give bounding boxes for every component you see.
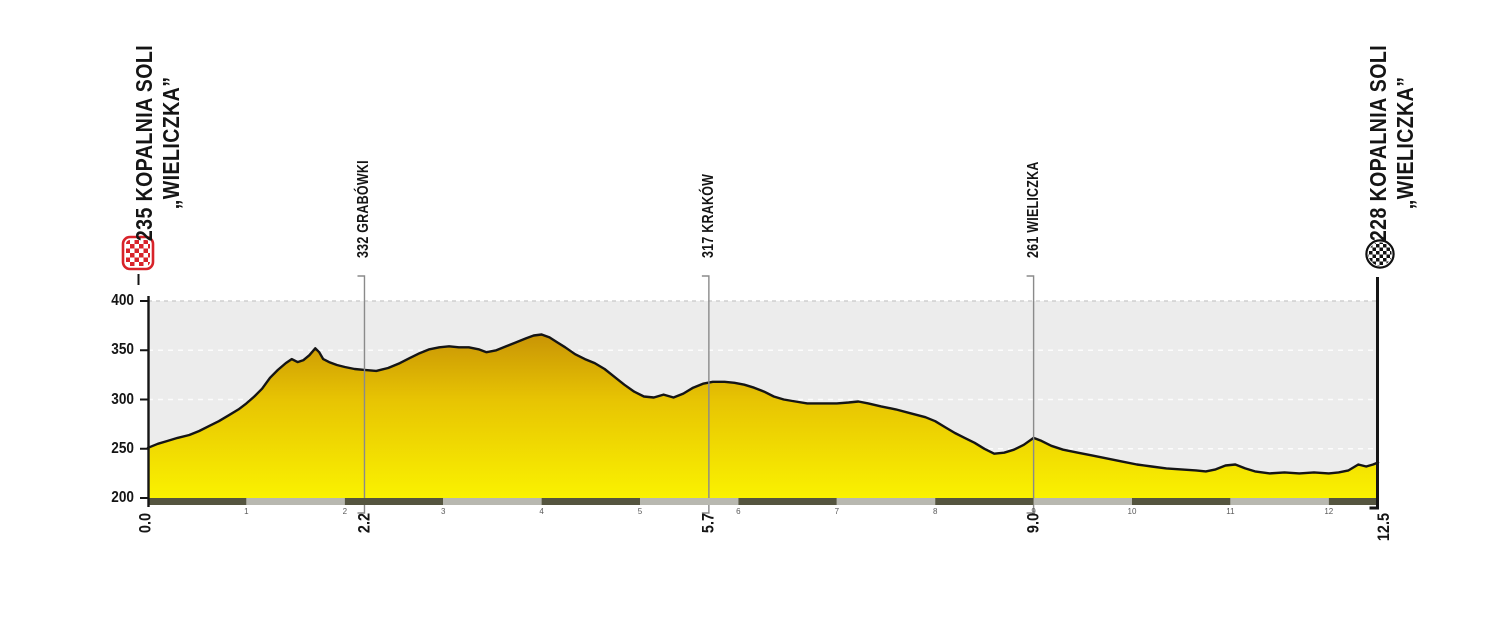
km-number-label: 12 <box>1324 507 1334 516</box>
start-label: 235 KOPALNIA SOLI „WIELICZKA” <box>131 45 185 241</box>
km-number-label: 2 <box>342 507 348 516</box>
km-bar-segment <box>541 498 640 505</box>
km-bar-segment <box>344 498 444 505</box>
km-bar-segment <box>1132 498 1231 505</box>
km-bar-segment <box>148 498 247 505</box>
km-number-label: 9 <box>1031 507 1036 516</box>
start-label-line2: „WIELICZKA” <box>158 76 184 210</box>
km-bar-segment <box>443 498 542 505</box>
start-checkered-flag-icon <box>121 235 155 271</box>
km-number-label: 8 <box>932 507 938 516</box>
km-bar-segment <box>738 498 837 505</box>
km-number-label: 3 <box>440 507 446 516</box>
km-bar-segment <box>1033 498 1132 505</box>
finish-line <box>1369 277 1379 510</box>
waypoint-label: 261 WIELICZKA <box>1024 161 1042 258</box>
finish-label-line1: 228 KOPALNIA SOLI <box>1365 44 1391 242</box>
finish-label-line2: „WIELICZKA” <box>1392 76 1418 210</box>
km-bar-segment <box>640 498 739 505</box>
km-distance-label: 5.7 <box>698 513 718 534</box>
profile-outline <box>146 333 1380 475</box>
waypoint-marker-line <box>701 275 710 514</box>
km-number-label: 1 <box>244 507 249 516</box>
km-number-label: 10 <box>1127 507 1137 516</box>
y-axis-tick-label: 400 <box>111 292 134 309</box>
waypoint-label: 317 KRAKÓW <box>699 173 717 258</box>
y-axis-tick-label: 200 <box>111 489 134 506</box>
y-axis-tick-label: 350 <box>111 341 134 359</box>
km-bar-segment <box>836 498 936 505</box>
waypoint-label: 332 GRABÓWKI <box>355 160 373 258</box>
km-bar-segment <box>1328 498 1378 505</box>
profile-area <box>148 334 1378 498</box>
km-distance-label: 12.5 <box>1374 513 1393 542</box>
km-bar-segment <box>935 498 1034 505</box>
km-bar-segment <box>246 498 345 505</box>
waypoint-marker-line <box>1026 275 1035 514</box>
km-distance-label: 9.0 <box>1023 513 1043 534</box>
y-axis-tick-label: 250 <box>111 439 134 457</box>
km-bar-segment <box>1230 498 1329 505</box>
km-distance-label: 2.2 <box>354 513 374 534</box>
km-number-label: 11 <box>1226 507 1235 516</box>
km-distance-label: 0.0 <box>136 513 155 534</box>
finish-checkered-circle-icon <box>1365 239 1395 269</box>
start-label-line1: 235 KOPALNIA SOLI <box>131 44 157 242</box>
km-number-label: 7 <box>834 507 840 516</box>
y-axis-tick-label: 300 <box>111 390 134 408</box>
km-number-label: 6 <box>736 507 741 516</box>
finish-label: 228 KOPALNIA SOLI „WIELICZKA” <box>1365 45 1419 241</box>
km-number-label: 4 <box>539 507 544 516</box>
waypoint-marker-line <box>357 275 366 514</box>
km-number-label: 5 <box>637 507 643 516</box>
